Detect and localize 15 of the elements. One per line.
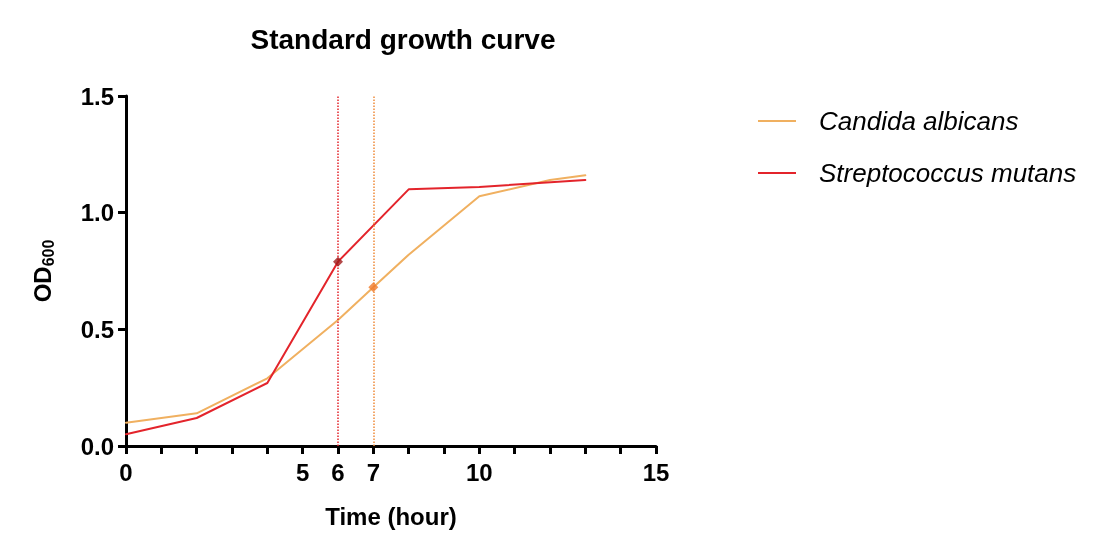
x-tick-label: 6 (331, 458, 345, 486)
x-tick-label: 10 (465, 458, 493, 486)
x-tick-label: 15 (642, 458, 670, 486)
y-tick-label: 0.0 (80, 432, 114, 460)
y-tick-label: 0.5 (80, 315, 114, 343)
x-tick-label: 0 (119, 458, 133, 486)
x-axis-title: Time (hour) (325, 502, 457, 530)
legend-label: Candida albicans (819, 106, 1019, 136)
x-tick-label: 7 (366, 458, 381, 486)
x-tick-label: 5 (295, 458, 310, 486)
y-axis-title: OD600 (28, 239, 57, 303)
y-tick-label: 1.0 (80, 199, 114, 227)
y-tick-label: 1.5 (80, 82, 114, 110)
legend-label: Streptococcus mutans (819, 158, 1077, 188)
chart-title: Standard growth curve (250, 23, 556, 55)
